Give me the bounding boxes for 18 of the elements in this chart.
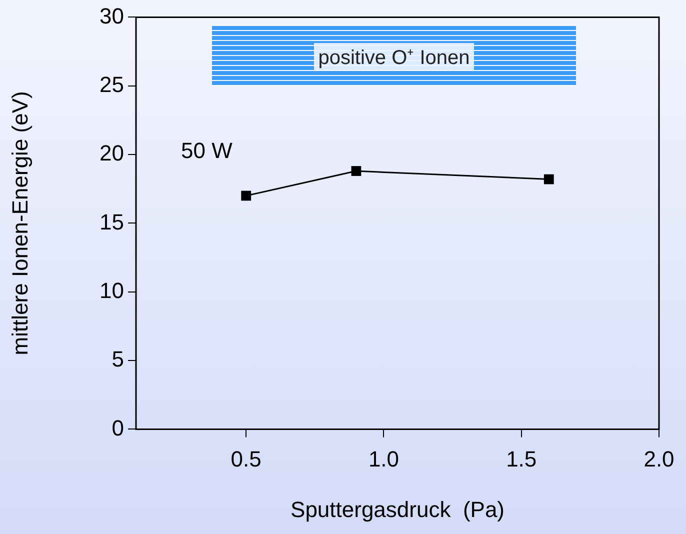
- x-tick-label: 1.5: [506, 446, 537, 472]
- x-tick-label: 1.0: [368, 446, 400, 472]
- x-axis-title: Sputtergasdruck (Pa): [290, 496, 504, 522]
- point: [544, 174, 554, 184]
- y-tick-label: 10: [100, 278, 124, 303]
- y-tick-label: 20: [100, 140, 124, 166]
- annotation: positive O⁺ Ionen: [314, 42, 474, 70]
- y-tick-label: 30: [100, 3, 124, 28]
- annotation: 50 W: [181, 138, 232, 164]
- y-axis-title: mittlere Ionen-Energie (eV): [7, 91, 32, 356]
- x-tick-label: 0.5: [230, 446, 262, 472]
- point: [241, 190, 252, 201]
- y-tick-label: 15: [100, 209, 124, 234]
- y-tick-label: 5: [112, 346, 124, 372]
- point: [351, 166, 362, 176]
- y-tick-label: 0: [112, 415, 124, 440]
- x-tick-label: 2.0: [644, 446, 674, 472]
- y-tick-label: 25: [100, 72, 124, 97]
